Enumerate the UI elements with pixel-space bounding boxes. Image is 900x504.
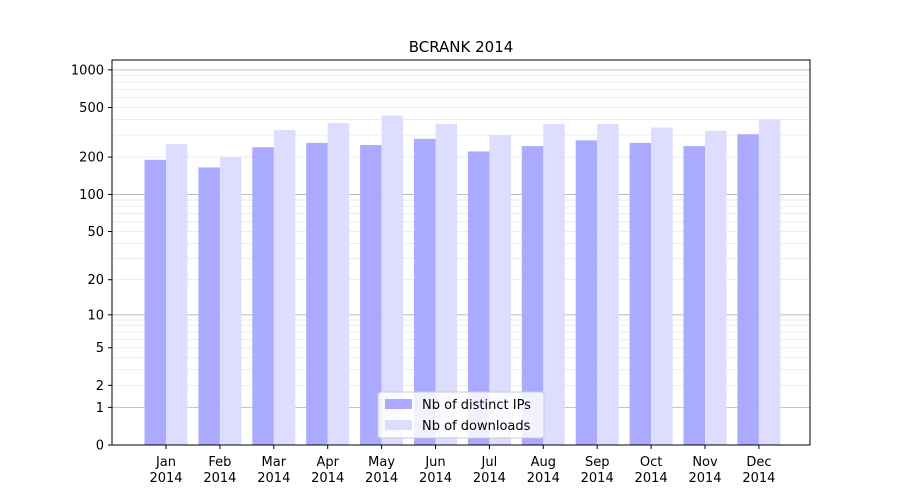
bar bbox=[521, 146, 544, 446]
legend-box bbox=[377, 391, 545, 439]
bar bbox=[414, 138, 436, 446]
legend-label: Nb of downloads bbox=[422, 419, 531, 434]
bar bbox=[360, 144, 382, 445]
x-tick-label: May 2014 bbox=[365, 455, 398, 486]
bar bbox=[705, 130, 727, 445]
legend-swatch bbox=[385, 399, 412, 409]
legend: Nb of distinct IPs Nb of downloads bbox=[377, 391, 545, 439]
x-tick-label: Apr 2014 bbox=[311, 455, 344, 486]
x-tick-label: Aug 2014 bbox=[527, 455, 560, 486]
y-tick-label: 0 bbox=[96, 439, 104, 454]
bar bbox=[327, 123, 350, 446]
bar bbox=[575, 140, 598, 445]
bar bbox=[144, 159, 166, 445]
y-tick-label: 5 bbox=[96, 341, 104, 356]
bar bbox=[489, 135, 511, 445]
bar bbox=[435, 123, 457, 445]
x-tick-label: Sep 2014 bbox=[581, 455, 614, 486]
x-axis: Jan 2014 Feb 2014 Mar 2014 Apr 2014 May 2014 Jun 20… bbox=[149, 445, 775, 486]
bar bbox=[651, 127, 673, 445]
bars bbox=[144, 115, 781, 446]
bar bbox=[273, 129, 296, 445]
legend-swatch bbox=[385, 420, 412, 430]
x-tick-label: Nov 2014 bbox=[688, 455, 721, 486]
y-tick-label: 10 bbox=[87, 308, 104, 323]
y-tick-label: 500 bbox=[79, 101, 104, 116]
x-tick-label: Feb 2014 bbox=[203, 455, 236, 486]
y-tick-label: 200 bbox=[79, 151, 104, 166]
x-tick-label: Mar 2014 bbox=[257, 455, 290, 486]
x-tick-label: Jan 2014 bbox=[149, 455, 182, 486]
legend-label: Nb of distinct IPs bbox=[422, 398, 531, 413]
bar bbox=[629, 142, 652, 445]
bar bbox=[758, 119, 781, 446]
x-tick-label: Jul 2014 bbox=[473, 455, 506, 486]
bar bbox=[219, 157, 242, 445]
y-tick-label: 1000 bbox=[71, 63, 104, 78]
bar bbox=[198, 167, 220, 445]
x-tick-label: Dec 2014 bbox=[742, 455, 775, 486]
bar bbox=[467, 151, 490, 445]
chart-title: BCRANK 2014 bbox=[409, 38, 514, 56]
bar bbox=[252, 147, 274, 446]
bar bbox=[306, 142, 328, 445]
bar bbox=[737, 134, 759, 445]
y-tick-label: 50 bbox=[87, 225, 104, 240]
y-tick-label: 100 bbox=[79, 188, 104, 203]
y-axis: 0 1 2 5 10 20 50 100 200 500 1000 bbox=[71, 63, 112, 454]
bar bbox=[166, 143, 188, 445]
x-tick-label: Oct 2014 bbox=[635, 455, 668, 486]
y-tick-label: 2 bbox=[96, 379, 104, 394]
bar bbox=[543, 123, 565, 445]
y-tick-label: 20 bbox=[87, 273, 104, 288]
bar bbox=[597, 123, 619, 445]
y-tick-label: 1 bbox=[96, 401, 104, 416]
plot-frame bbox=[111, 59, 811, 446]
x-tick-label: Jun 2014 bbox=[419, 455, 452, 486]
bar bbox=[683, 146, 705, 446]
bar bbox=[381, 115, 404, 445]
